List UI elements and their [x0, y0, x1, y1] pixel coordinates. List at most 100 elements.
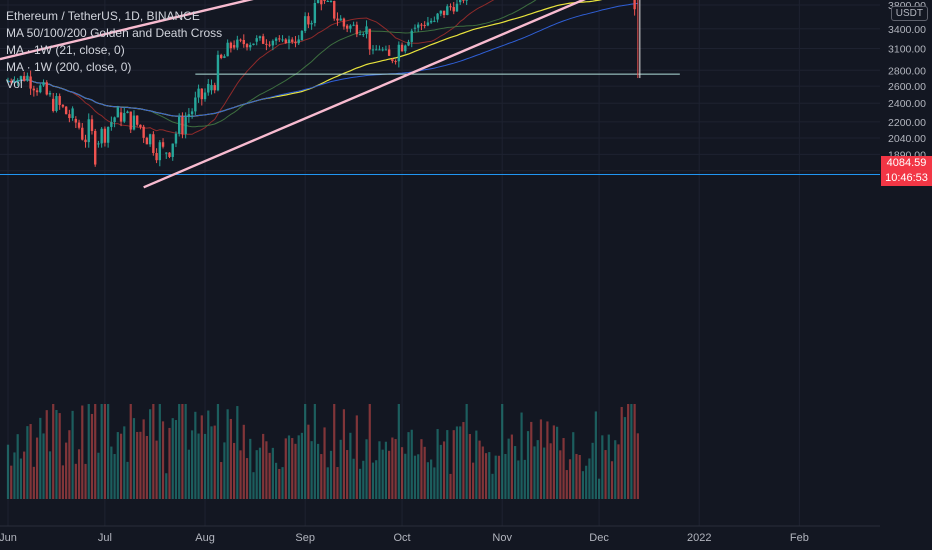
price-tick-label: 2040.00 [888, 133, 926, 145]
candle-body [190, 111, 194, 115]
symbol-title[interactable]: Ethereum / TetherUS, 1D, BINANCE [6, 9, 200, 23]
volume-bar [123, 426, 126, 499]
volume-bar [16, 434, 19, 499]
volume-bar [291, 438, 294, 499]
time-axis: Jun Jul Aug Sep Oct Nov Dec 2022 Feb [0, 525, 880, 544]
candle-body [213, 85, 216, 91]
currency-badge[interactable]: USDT [890, 6, 928, 21]
candle-body [94, 130, 97, 165]
indicator-ma-200w[interactable]: MA · 1W (200, close, 0) [6, 60, 132, 74]
volume-bar [68, 430, 71, 499]
indicator-ma-cross[interactable]: MA 50/100/200 Golden and Death Cross [6, 26, 223, 40]
time-tick-label: 2022 [687, 532, 711, 544]
volume-bar [581, 471, 585, 499]
volume-bars [6, 404, 639, 499]
candle-body [274, 38, 278, 41]
candle-body [300, 30, 304, 41]
volume-bar [413, 455, 417, 499]
candle-body [29, 76, 32, 89]
volume-bar [207, 410, 210, 499]
candle-body [455, 3, 459, 12]
volume-bar [110, 446, 113, 499]
candle-body [336, 18, 339, 21]
volume-bar [610, 461, 614, 499]
candle-body [384, 49, 388, 51]
candle-body [171, 143, 174, 157]
volume-bar [543, 447, 546, 499]
volume-bar [594, 411, 597, 499]
candle-body [417, 24, 420, 28]
volume-bar [410, 429, 413, 499]
volume-bar [478, 440, 481, 499]
volume-bar [404, 453, 407, 499]
volume-bar [113, 454, 116, 499]
candle-body [310, 23, 313, 25]
volume-bar [168, 427, 171, 499]
bar-countdown: 10:46:53 [885, 172, 928, 184]
volume-bar [472, 462, 475, 499]
candle-body [268, 44, 271, 46]
volume-bar [313, 404, 316, 499]
volume-bar [388, 450, 391, 499]
candle-body [100, 128, 103, 144]
volume-bar [271, 447, 274, 499]
volume-bar [223, 442, 226, 499]
candle-body [58, 96, 61, 105]
candle-body [200, 88, 203, 100]
volume-bar [200, 415, 203, 499]
candle-body [633, 0, 636, 10]
candle-body [436, 13, 439, 20]
candle-body [265, 43, 268, 45]
time-tick-label: Oct [393, 532, 410, 544]
volume-bar [48, 451, 52, 499]
volume-bar [397, 404, 400, 499]
volume-bar [355, 415, 358, 499]
candle-body [152, 134, 155, 154]
volume-bar [546, 421, 549, 499]
candle-body [184, 117, 187, 134]
candle-body [81, 127, 84, 140]
volume-bar [439, 444, 442, 499]
volume-bar [504, 453, 507, 499]
candle-body [223, 56, 226, 58]
volume-bar [384, 441, 388, 499]
candle-body [358, 34, 362, 36]
candle-body [339, 18, 342, 21]
candle-body [161, 142, 165, 147]
volume-bar [588, 458, 591, 499]
candle-body [429, 20, 433, 23]
volume-bar [514, 446, 517, 499]
indicator-volume[interactable]: Vol [6, 77, 23, 91]
volume-bar [158, 404, 161, 499]
volume-bar [300, 432, 304, 499]
candle-body [407, 41, 410, 46]
candle-body [84, 139, 87, 143]
volume-bar [375, 460, 378, 499]
volume-bar [307, 424, 310, 499]
volume-bar [346, 450, 349, 499]
candle-body [352, 24, 355, 26]
volume-bar [568, 459, 572, 499]
volume-bar [35, 437, 39, 499]
candle-body [68, 114, 71, 119]
volume-bar [617, 444, 620, 499]
candle-body [320, 0, 323, 5]
volume-bar [549, 443, 552, 499]
candle-body [349, 25, 352, 29]
volume-bar [233, 442, 236, 499]
volume-bar [171, 418, 174, 499]
candle-body [278, 38, 281, 40]
candle-body [113, 117, 116, 123]
volume-bar [442, 441, 446, 499]
volume-bar [475, 430, 478, 499]
volume-bar [491, 473, 494, 499]
volume-bar [149, 409, 152, 499]
indicator-ma-21w[interactable]: MA · 1W (21, close, 0) [6, 43, 125, 57]
candle-body [42, 82, 45, 86]
candle-body [129, 111, 132, 130]
candle-body [77, 122, 81, 128]
volume-bar [320, 454, 323, 499]
candlesticks [6, 0, 639, 167]
volume-bar [607, 434, 610, 499]
